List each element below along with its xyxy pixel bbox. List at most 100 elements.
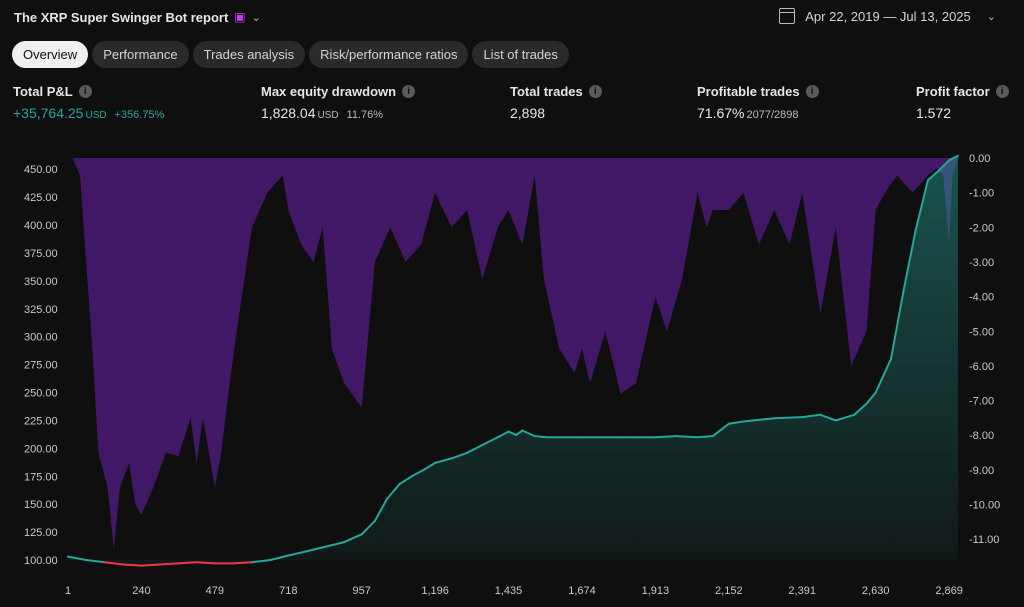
- y-left-tick-label: 225.00: [24, 415, 58, 427]
- info-icon[interactable]: i: [402, 85, 416, 98]
- equity-line-segment: [939, 159, 951, 171]
- equity-line-segment: [410, 468, 426, 478]
- y-left-tick-label: 150.00: [24, 499, 58, 511]
- equity-line-segment: [507, 430, 518, 436]
- y-left-tick-label: 425.00: [24, 192, 58, 204]
- y-left-tick-label: 350.00: [24, 276, 58, 288]
- equity-line-segment: [232, 561, 253, 565]
- equity-line-segment: [195, 561, 216, 565]
- equity-line-segment: [103, 561, 124, 566]
- y-right-tick-label: -1.00: [969, 188, 994, 200]
- equity-line-segment: [287, 550, 309, 557]
- x-tick-label: 1,435: [495, 585, 523, 597]
- equity-line-segment: [727, 420, 745, 425]
- y-right-tick-label: -6.00: [969, 361, 994, 373]
- equity-line-segment: [902, 229, 917, 293]
- y-right-tick-label: -5.00: [969, 326, 994, 338]
- equity-line-segment: [533, 435, 548, 439]
- report-header: The XRP Super Swinger Bot report ▣ ⌄ Apr…: [14, 6, 1010, 28]
- equity-line-segment: [742, 417, 776, 423]
- tab-risk-ratios[interactable]: Risk/performance ratios: [309, 41, 469, 68]
- tab-list-of-trades[interactable]: List of trades: [472, 41, 569, 68]
- equity-drawdown-chart[interactable]: 450.00 425.00 400.00 375.00 350.00 325.00 300.…: [0, 150, 1024, 607]
- equity-line-segment: [67, 555, 88, 561]
- info-icon[interactable]: i: [805, 85, 819, 98]
- x-tick-label: 957: [353, 585, 371, 597]
- equity-line-segment: [890, 291, 905, 360]
- equity-line-segment: [948, 154, 959, 162]
- equity-line-segment: [269, 554, 290, 561]
- y-right-tick-label: -10.00: [969, 500, 1000, 512]
- y-left-tick-label: 200.00: [24, 443, 58, 455]
- equity-line-segment: [140, 563, 161, 567]
- tab-performance[interactable]: Performance: [92, 41, 189, 68]
- calendar-badge-icon: ▣: [234, 10, 246, 24]
- equity-line-segment: [711, 422, 730, 438]
- x-tick-label: 1,196: [421, 585, 449, 597]
- y-right-tick-label: 0.00: [969, 153, 990, 165]
- equity-line-segment: [914, 179, 929, 232]
- x-tick-label: 1: [65, 585, 71, 597]
- info-icon[interactable]: i: [78, 85, 92, 98]
- total-pnl-value: +35,764.25: [13, 105, 84, 121]
- metric-profitable-trades: Profitable trades i 71.67% 2077/2898: [697, 84, 819, 121]
- y-left-tick-label: 175.00: [24, 471, 58, 483]
- metric-total-pnl: Total P&L i +35,764.25 USD +356.75%: [13, 84, 164, 121]
- equity-line-segment: [158, 562, 180, 566]
- equity-line-segment: [398, 475, 413, 486]
- tab-overview[interactable]: Overview: [12, 41, 89, 68]
- x-tick-label: 2,152: [715, 585, 743, 597]
- equity-line-segment: [496, 430, 510, 439]
- equity-line-segment: [386, 483, 401, 500]
- date-range-chevron-icon: ⌄: [986, 10, 996, 23]
- metrics-bar: Total P&L i +35,764.25 USD +356.75% Max eq…: [13, 84, 1010, 126]
- equity-line-segment: [819, 413, 837, 422]
- equity-line-segment: [434, 457, 453, 464]
- profitable-trades-ratio: 2077/2898: [746, 109, 799, 121]
- profitable-trades-value: 71.67%: [697, 105, 745, 121]
- y-left-tick-label: 100.00: [24, 555, 58, 567]
- x-tick-label: 2,391: [788, 585, 816, 597]
- tab-trades-analysis[interactable]: Trades analysis: [192, 41, 306, 68]
- profitable-trades-label: Profitable trades: [697, 84, 800, 99]
- equity-line-segment: [874, 358, 892, 394]
- equity-line-segment: [373, 497, 389, 522]
- info-icon[interactable]: i: [588, 85, 602, 98]
- equity-line-segment: [466, 444, 484, 454]
- total-pnl-label: Total P&L: [13, 84, 73, 99]
- max-drawdown-label: Max equity drawdown: [261, 84, 397, 99]
- y-left-tick-label: 325.00: [24, 304, 58, 316]
- max-drawdown-unit: USD: [317, 110, 339, 121]
- max-drawdown-value: 1,828.04: [261, 105, 316, 121]
- y-axis-right: 0.00 -1.00 -2.00 -3.00 -4.00 -5.00 -6.00 -7.00 -…: [969, 153, 1000, 546]
- info-icon[interactable]: i: [995, 85, 1009, 98]
- y-right-tick-label: -9.00: [969, 465, 994, 477]
- total-pnl-percent: +356.75%: [114, 109, 165, 121]
- profit-factor-value: 1.572: [916, 105, 952, 121]
- equity-line-segment: [865, 391, 877, 405]
- y-left-tick-label: 125.00: [24, 527, 58, 539]
- x-axis: 1 240 479 718 957 1,196 1,435 1,674 1,913 2,152 2,…: [65, 585, 963, 597]
- total-trades-value: 2,898: [510, 105, 546, 121]
- chevron-down-icon[interactable]: ⌄: [251, 11, 261, 24]
- y-left-tick-label: 450.00: [24, 164, 58, 176]
- equity-line-segment: [654, 435, 677, 439]
- date-range-picker[interactable]: Apr 22, 2019 — Jul 13, 2025 ⌄: [779, 8, 996, 24]
- calendar-icon: [779, 8, 796, 24]
- x-tick-label: 2,630: [862, 585, 890, 597]
- y-left-tick-label: 300.00: [24, 332, 58, 344]
- equity-line-segment: [834, 413, 856, 422]
- y-left-tick-label: 375.00: [24, 248, 58, 260]
- equity-line-segment: [324, 541, 346, 548]
- equity-line-segment: [675, 435, 699, 439]
- metric-profit-factor: Profit factor i 1.572: [916, 84, 1009, 121]
- equity-line-segment: [423, 461, 437, 471]
- y-left-tick-label: 400.00: [24, 220, 58, 232]
- y-right-tick-label: -11.00: [969, 534, 999, 546]
- equity-line-segment: [926, 168, 942, 182]
- x-tick-label: 718: [279, 585, 297, 597]
- y-right-tick-label: -4.00: [969, 292, 994, 304]
- y-right-tick-label: -2.00: [969, 222, 994, 234]
- equity-line-segment: [515, 429, 524, 436]
- y-axis-left: 450.00 425.00 400.00 375.00 350.00 325.00 300.…: [24, 164, 58, 567]
